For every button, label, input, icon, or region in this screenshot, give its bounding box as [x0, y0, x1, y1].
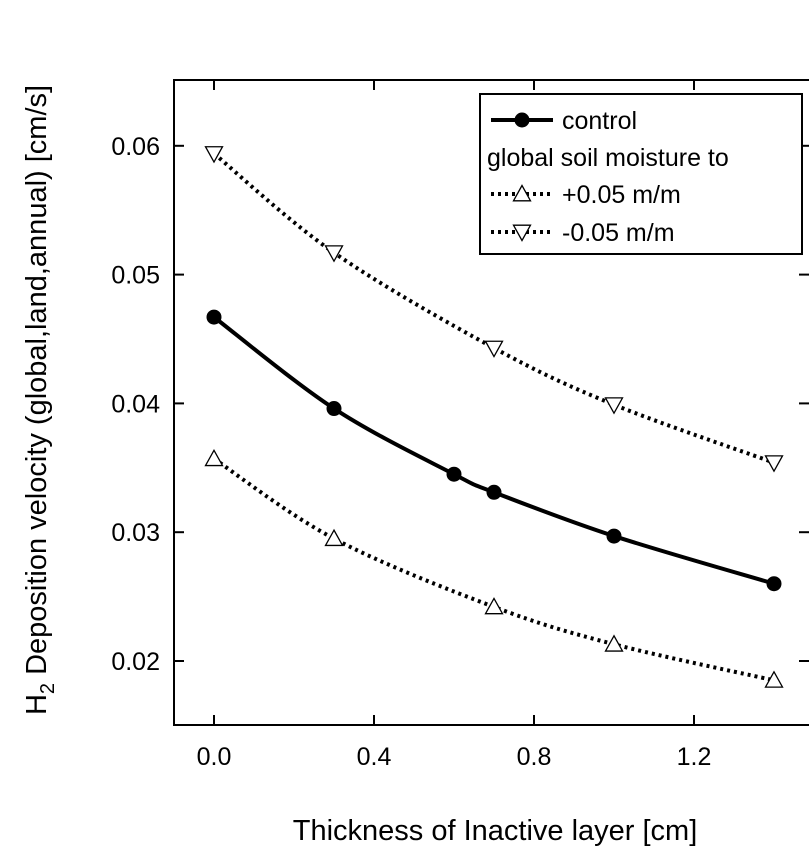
y-axis-label: H2 Deposition velocity (global,land,annu…: [21, 85, 59, 715]
legend-marker: [514, 112, 530, 128]
data-point-2: [484, 340, 504, 358]
data-point-2: [604, 397, 624, 415]
series-line-1: [212, 457, 775, 683]
x-tick-label: 0.4: [357, 743, 392, 771]
x-tick-label: 0.0: [197, 743, 232, 771]
data-point-1: [604, 634, 624, 652]
data-point-0: [766, 576, 782, 592]
data-point-2: [204, 146, 224, 164]
y-tick-label: 0.05: [111, 262, 160, 290]
data-point-0: [606, 528, 622, 544]
series-line-0: [212, 315, 775, 586]
data-point-1: [484, 597, 504, 615]
x-axis-label: Thickness of Inactive layer [cm]: [293, 815, 698, 847]
data-point-0: [486, 484, 502, 500]
data-point-1: [324, 528, 344, 547]
y-tick-label: 0.02: [111, 648, 160, 676]
data-point-0: [326, 401, 342, 417]
data-point-0: [446, 466, 462, 482]
legend-label: +0.05 m/m: [562, 181, 681, 209]
data-point-1: [204, 448, 224, 467]
legend-label: control: [562, 107, 637, 135]
data-point-2: [324, 245, 344, 263]
legend-heading: global soil moisture to: [487, 144, 729, 172]
y-tick-label: 0.06: [111, 133, 160, 161]
legend: control global soil moisture to +0.05 m/m -…: [479, 93, 803, 255]
data-point-2: [764, 455, 784, 473]
data-point-0: [206, 309, 222, 325]
x-tick-label: 1.2: [677, 743, 712, 771]
x-tick-label: 0.8: [517, 743, 552, 771]
legend-marker: [512, 184, 532, 202]
y-axis-label-rest: Deposition velocity (global,land,annual)…: [21, 85, 53, 683]
y-tick-label: 0.04: [111, 390, 160, 418]
y-axis-label-main: H: [21, 694, 53, 715]
legend-marker: [512, 224, 532, 242]
legend-label: -0.05 m/m: [562, 219, 675, 247]
data-point-1: [764, 670, 784, 688]
y-tick-label: 0.03: [111, 519, 160, 547]
y-axis-label-subscript: 2: [37, 683, 59, 694]
